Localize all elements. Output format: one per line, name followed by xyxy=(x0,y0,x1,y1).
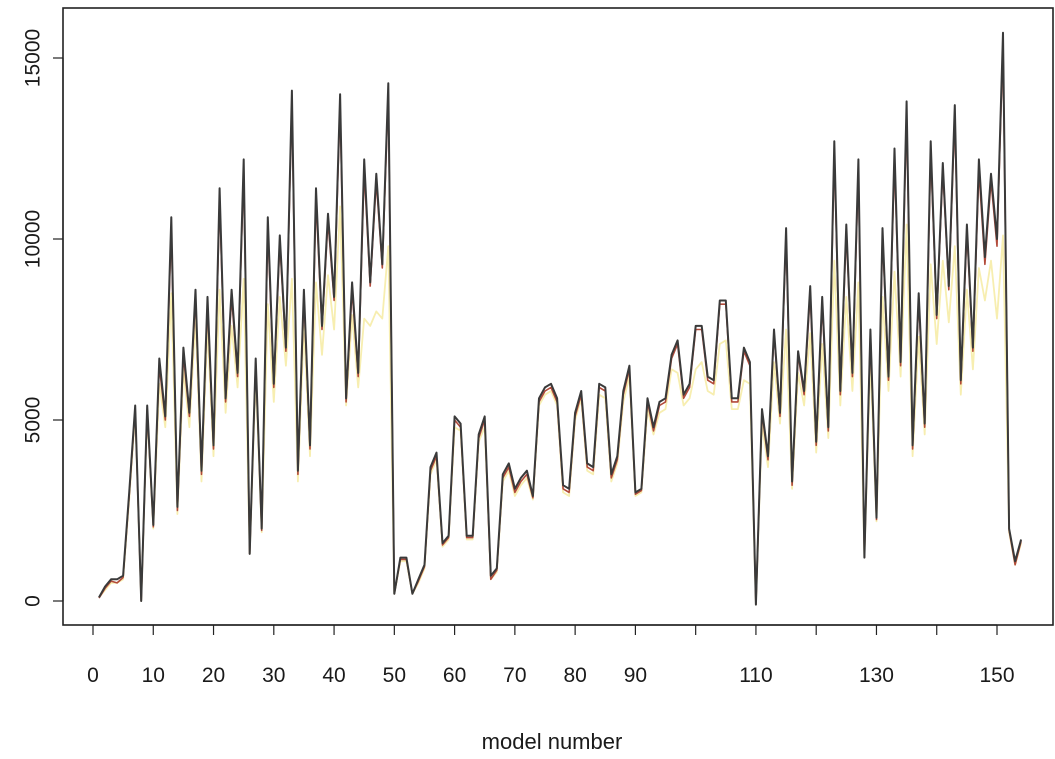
x-tick-label: 90 xyxy=(624,664,647,687)
series-line-3 xyxy=(98,42,1022,606)
x-tick-label: 110 xyxy=(739,664,772,687)
x-tick-label: 20 xyxy=(202,664,225,687)
x-axis-label: model number xyxy=(482,729,623,754)
plot-frame xyxy=(62,7,1054,626)
x-tick-label: 80 xyxy=(563,664,586,687)
y-axis: 0 5000 10000 15000 xyxy=(22,29,64,607)
x-tick-label: 0 xyxy=(87,664,99,687)
x-tick-label: 70 xyxy=(503,664,526,687)
x-tick-label: 150 xyxy=(979,664,1014,687)
series-line-2 xyxy=(98,205,1022,606)
series-line-1 xyxy=(98,31,1023,606)
x-tick-label: 30 xyxy=(262,664,285,687)
x-tick-label: 60 xyxy=(443,664,466,687)
x-tick-label: 130 xyxy=(859,664,894,687)
x-tick-label: 40 xyxy=(322,664,345,687)
y-tick-label: 0 xyxy=(22,595,45,607)
x-tick-label: 10 xyxy=(142,664,165,687)
y-tick-label: 10000 xyxy=(22,210,45,268)
x-axis: 0 10 20 30 40 50 60 70 80 90 110 130 150 xyxy=(87,624,1015,687)
y-tick-label: 15000 xyxy=(22,29,45,87)
y-tick-label: 5000 xyxy=(22,397,45,444)
x-tick-label: 50 xyxy=(383,664,406,687)
series-layer xyxy=(98,31,1023,606)
